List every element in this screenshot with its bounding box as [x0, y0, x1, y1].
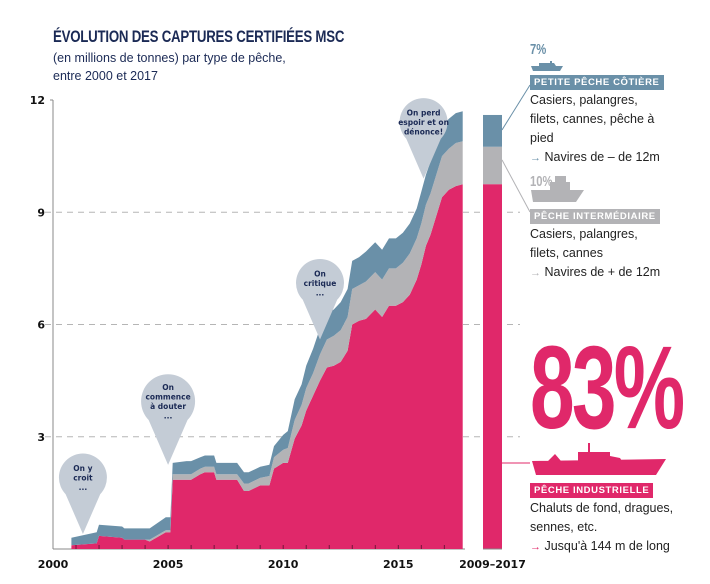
pin-label: ... [79, 483, 88, 492]
arrow-icon: → [530, 267, 541, 279]
x-tick-label: 2010 [268, 558, 299, 571]
x-tick-label: 2015 [383, 558, 414, 571]
subtitle-line-1: (en millions de tonnes) par type de pêch… [53, 51, 286, 65]
legend-industrial-fishing: PÊCHE INDUSTRIELLE Chaluts de fond, drag… [530, 480, 710, 557]
industrial-fishing-description: Chaluts de fond, dragues, sennes, etc. [530, 501, 674, 534]
y-tick-label: 6 [37, 319, 45, 332]
pin-marker [58, 453, 107, 535]
small-fishing-vessels: Navires de – de 12m [544, 150, 660, 164]
summary-bar-intermediate [483, 146, 502, 185]
intermediate-fishing-vessels: Navires de + de 12m [544, 265, 661, 279]
y-tick-label: 12 [30, 94, 45, 107]
leader-line-intermediate [501, 159, 531, 213]
area-industrial [71, 184, 463, 549]
arrow-icon: → [530, 152, 541, 164]
industrial-fishing-label: PÊCHE INDUSTRIELLE [530, 483, 654, 498]
leader-line-small [501, 84, 531, 131]
pin-marker [295, 258, 344, 340]
legend-intermediate-fishing: 10% PÊCHE INTERMÉDIAIRE Casiers, palangr… [530, 172, 710, 283]
y-tick-label: 3 [37, 431, 45, 444]
chart-title: ÉVOLUTION DES CAPTURES CERTIFIÉES MSC [53, 27, 345, 46]
industrial-fishing-vessels: Jusqu'à 144 m de long [544, 539, 670, 553]
medium-boat-icon [530, 172, 590, 210]
pin-label: espoir et on [398, 118, 449, 127]
summary-bar-label: 2009–2017 [459, 558, 526, 571]
legend-small-fishing: 7% PETITE PÊCHE CÔTIÈRE Casiers, palangr… [530, 40, 710, 168]
pin-label: On y [73, 464, 92, 473]
intermediate-fishing-description: Casiers, palangres, filets, cannes [530, 227, 638, 260]
y-tick-label: 9 [37, 206, 45, 219]
pin-label: On [162, 383, 174, 392]
x-tick-label: 2005 [153, 558, 184, 571]
pin-label: à douter [150, 402, 186, 411]
arrow-icon: → [530, 541, 541, 553]
pin-label: critique [304, 279, 337, 288]
pin-label: On [314, 270, 326, 279]
x-tick-label: 2000 [38, 558, 69, 571]
pin-marker [399, 98, 448, 179]
subtitle-line-2: entre 2000 et 2017 [53, 69, 158, 83]
small-fishing-percent: 7% [530, 41, 547, 58]
summary-bar-industrial [483, 184, 502, 549]
industrial-fishing-percent: 83% [530, 322, 685, 454]
pin-label: commence [145, 393, 190, 402]
intermediate-fishing-label: PÊCHE INTERMÉDIAIRE [530, 209, 660, 224]
pin-marker [141, 374, 196, 465]
pin-label: On perd [407, 109, 441, 118]
summary-bar-small-coastal [483, 114, 502, 147]
small-boat-icon [530, 58, 710, 72]
industrial-ship-icon [530, 441, 670, 484]
chart-subtitle: (en millions de tonnes) par type de pêch… [53, 49, 313, 85]
pin-label: ... [164, 412, 173, 421]
pin-label: croit [73, 474, 93, 483]
small-fishing-label: PETITE PÊCHE CÔTIÈRE [530, 75, 664, 90]
pin-label: dénonce! [404, 128, 443, 137]
pin-label: ... [316, 289, 325, 298]
intermediate-fishing-percent: 10% [530, 173, 553, 190]
small-fishing-description: Casiers, palangres, filets, cannes, pêch… [530, 93, 655, 145]
